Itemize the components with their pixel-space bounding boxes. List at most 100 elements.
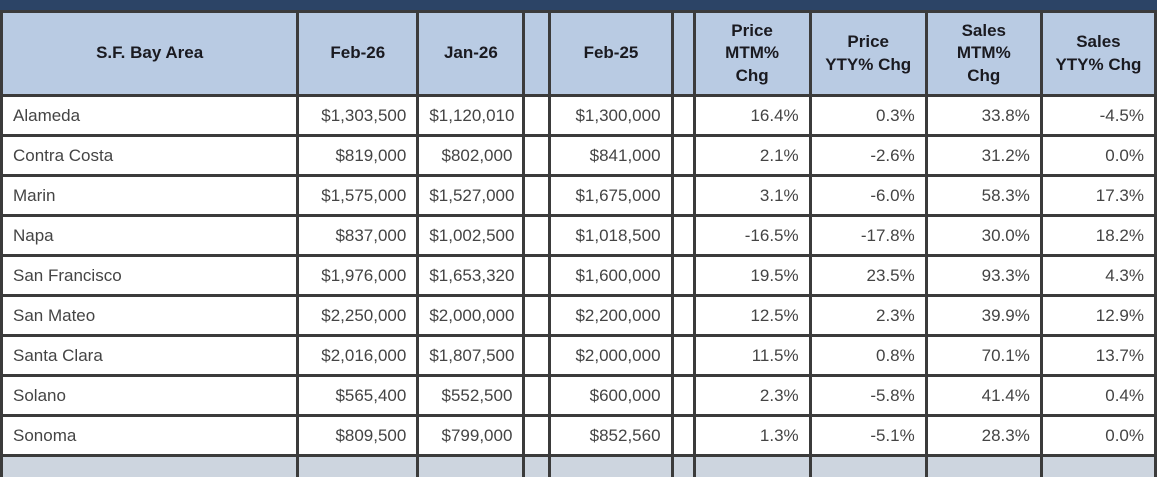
value-cell: 16.4% xyxy=(692,94,812,137)
region-cell: Marin xyxy=(0,174,300,217)
value-cell: $1,675,000 xyxy=(548,174,674,217)
value-cell: $809,500 xyxy=(296,414,420,457)
value-cell: $837,000 xyxy=(296,214,420,257)
value-cell: $600,000 xyxy=(548,374,674,417)
spacer-cell xyxy=(670,374,696,417)
spacer-cell xyxy=(522,94,552,137)
spacer-cell xyxy=(522,254,552,297)
table-row: San Mateo $2,250,000 $2,000,000 $2,200,000 1… xyxy=(0,294,1157,337)
value-cell: 0.0% xyxy=(1039,414,1157,457)
spacer-cell xyxy=(670,254,696,297)
value-cell: 1.3% xyxy=(692,414,812,457)
value-cell: $1,002,500 xyxy=(416,214,526,257)
spacer-cell xyxy=(670,294,696,337)
table-header: S.F. Bay Area Feb-26 Jan-26 Feb-25 Price MTM… xyxy=(0,10,1157,97)
column-header: Price MTM% Chg xyxy=(692,10,812,97)
table-row: Sonoma $809,500 $799,000 $852,560 1.3% -5.1% 2… xyxy=(0,414,1157,457)
table-row: Marin $1,575,000 $1,527,000 $1,675,000 3.1% -… xyxy=(0,174,1157,217)
value-cell: 2.3% xyxy=(808,294,928,337)
value-cell: 30.0% xyxy=(924,214,1043,257)
value-cell: 0.4% xyxy=(1039,374,1157,417)
cutoff-row-cell xyxy=(1039,454,1157,477)
table-row: Santa Clara $2,016,000 $1,807,500 $2,000,00… xyxy=(0,334,1157,377)
spacer-cell xyxy=(522,294,552,337)
value-cell: $1,527,000 xyxy=(416,174,526,217)
cutoff-row-cell xyxy=(0,454,300,477)
table-row: Napa $837,000 $1,002,500 $1,018,500 -16.5% -1… xyxy=(0,214,1157,257)
value-cell: 33.8% xyxy=(924,94,1043,137)
bay-area-price-table: S.F. Bay Area Feb-26 Jan-26 Feb-25 Price MTM… xyxy=(0,10,1157,477)
value-cell: $802,000 xyxy=(416,134,526,177)
cutoff-row-cell xyxy=(548,454,674,477)
cutoff-row-cell xyxy=(808,454,928,477)
value-cell: $2,000,000 xyxy=(548,334,674,377)
cutoff-next-row xyxy=(0,454,1157,477)
value-cell: $841,000 xyxy=(548,134,674,177)
value-cell: 41.4% xyxy=(924,374,1043,417)
value-cell: 2.1% xyxy=(692,134,812,177)
value-cell: $819,000 xyxy=(296,134,420,177)
value-cell: 31.2% xyxy=(924,134,1043,177)
region-cell: Solano xyxy=(0,374,300,417)
spacer-cell xyxy=(670,134,696,177)
value-cell: $1,018,500 xyxy=(548,214,674,257)
value-cell: 18.2% xyxy=(1039,214,1157,257)
table-row: Alameda $1,303,500 $1,120,010 $1,300,000 16.… xyxy=(0,94,1157,137)
value-cell: 58.3% xyxy=(924,174,1043,217)
cutoff-row-cell xyxy=(416,454,526,477)
value-cell: $799,000 xyxy=(416,414,526,457)
value-cell: $2,016,000 xyxy=(296,334,420,377)
spacer-cell xyxy=(670,214,696,257)
value-cell: -6.0% xyxy=(808,174,928,217)
value-cell: 39.9% xyxy=(924,294,1043,337)
region-cell: Alameda xyxy=(0,94,300,137)
value-cell: $1,600,000 xyxy=(548,254,674,297)
value-cell: 13.7% xyxy=(1039,334,1157,377)
value-cell: -2.6% xyxy=(808,134,928,177)
value-cell: 4.3% xyxy=(1039,254,1157,297)
top-accent-bar xyxy=(0,0,1157,10)
value-cell: $1,976,000 xyxy=(296,254,420,297)
value-cell: -5.1% xyxy=(808,414,928,457)
column-header: Jan-26 xyxy=(416,10,526,97)
spacer-cell xyxy=(670,174,696,217)
table-row: San Francisco $1,976,000 $1,653,320 $1,600,… xyxy=(0,254,1157,297)
spacer-cell xyxy=(670,334,696,377)
region-cell: San Francisco xyxy=(0,254,300,297)
value-cell: $1,303,500 xyxy=(296,94,420,137)
spacer-cell xyxy=(522,414,552,457)
value-cell: -4.5% xyxy=(1039,94,1157,137)
value-cell: $2,000,000 xyxy=(416,294,526,337)
cutoff-row-cell xyxy=(296,454,420,477)
column-header: Sales YTY% Chg xyxy=(1039,10,1157,97)
value-cell: 0.8% xyxy=(808,334,928,377)
value-cell: 70.1% xyxy=(924,334,1043,377)
cutoff-row-cell xyxy=(670,454,696,477)
value-cell: 3.1% xyxy=(692,174,812,217)
value-cell: 93.3% xyxy=(924,254,1043,297)
region-cell: Contra Costa xyxy=(0,134,300,177)
value-cell: $1,653,320 xyxy=(416,254,526,297)
spacer-cell xyxy=(522,214,552,257)
spacer-column-header xyxy=(522,10,552,97)
value-cell: 0.3% xyxy=(808,94,928,137)
value-cell: -5.8% xyxy=(808,374,928,417)
spacer-cell xyxy=(670,94,696,137)
cutoff-row-cell xyxy=(924,454,1043,477)
value-cell: $2,200,000 xyxy=(548,294,674,337)
value-cell: $1,300,000 xyxy=(548,94,674,137)
value-cell: $565,400 xyxy=(296,374,420,417)
spacer-cell xyxy=(522,174,552,217)
cutoff-row-cell xyxy=(692,454,812,477)
table-row: Contra Costa $819,000 $802,000 $841,000 2.1%… xyxy=(0,134,1157,177)
column-header: S.F. Bay Area xyxy=(0,10,300,97)
spacer-cell xyxy=(670,414,696,457)
value-cell: $552,500 xyxy=(416,374,526,417)
column-header: Price YTY% Chg xyxy=(808,10,928,97)
spacer-cell xyxy=(522,334,552,377)
region-cell: Sonoma xyxy=(0,414,300,457)
value-cell: $1,807,500 xyxy=(416,334,526,377)
value-cell: 12.5% xyxy=(692,294,812,337)
value-cell: -17.8% xyxy=(808,214,928,257)
